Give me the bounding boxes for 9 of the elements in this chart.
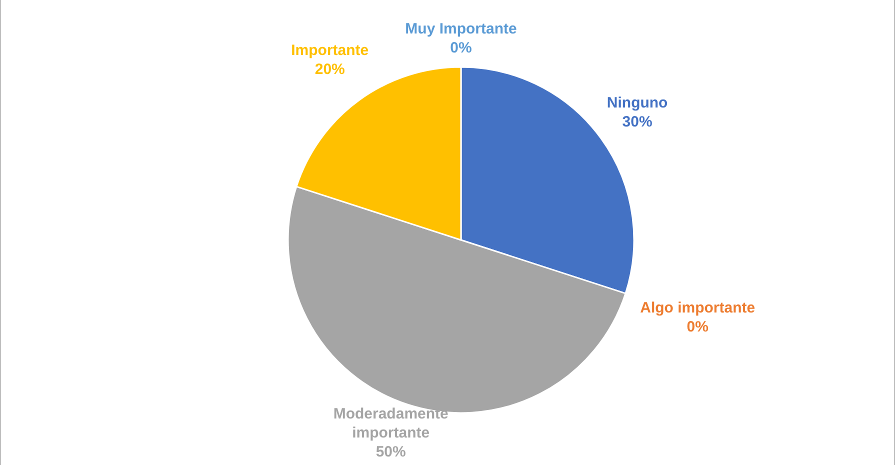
data-label: 50% bbox=[376, 443, 406, 460]
slice-label: Ninguno bbox=[606, 94, 668, 111]
data-label: 20% bbox=[314, 60, 345, 78]
slice-label: Importante bbox=[291, 42, 369, 59]
category-label: Algo importante bbox=[640, 298, 756, 316]
text: 0% bbox=[686, 318, 708, 335]
category-label: Muy Importante bbox=[405, 20, 517, 37]
data-label: 30% bbox=[622, 112, 652, 130]
text: 0% bbox=[450, 39, 472, 56]
